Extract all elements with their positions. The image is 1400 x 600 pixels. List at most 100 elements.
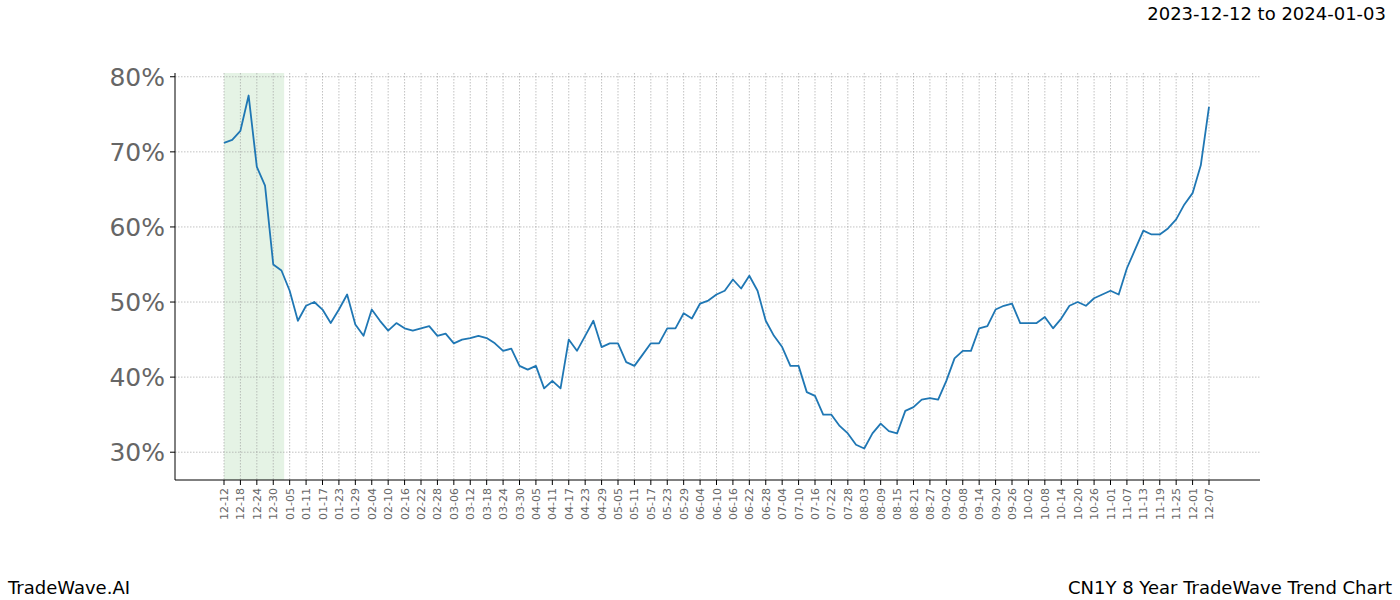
x-tick [1176,480,1177,485]
x-tick-label: 10-14 [1055,488,1068,520]
x-tick-label: 08-09 [875,488,888,520]
x-grid-line [256,73,257,480]
y-tick [170,151,175,152]
y-tick [170,452,175,453]
x-tick [847,480,848,485]
x-tick [650,480,651,485]
x-tick [1192,480,1193,485]
x-tick [634,480,635,485]
x-tick-label: 06-28 [760,488,773,520]
x-grid-line [404,73,405,480]
x-tick [683,480,684,485]
x-tick [503,480,504,485]
x-tick [782,480,783,485]
x-grid-line [634,73,635,480]
x-tick [1159,480,1160,485]
x-grid-line [1110,73,1111,480]
x-grid-line [979,73,980,480]
x-grid-line [519,73,520,480]
x-tick-label: 10-26 [1088,488,1101,520]
x-tick [880,480,881,485]
x-grid-line [1077,73,1078,480]
x-grid-line [864,73,865,480]
x-grid-line [962,73,963,480]
x-grid-line [240,73,241,480]
x-grid-line [355,73,356,480]
y-tick-label: 70% [109,138,165,167]
x-tick-label: 04-11 [546,488,559,520]
x-tick-label: 11-13 [1137,488,1150,520]
x-grid-line [503,73,504,480]
x-tick [765,480,766,485]
x-tick-label: 05-11 [628,488,641,520]
y-grid-line [175,452,1260,453]
x-grid-line [552,73,553,480]
x-tick-label: 02-28 [431,488,444,520]
x-grid-line [421,73,422,480]
x-grid-line [765,73,766,480]
x-tick-label: 10-08 [1039,488,1052,520]
x-tick-label: 11-01 [1105,488,1118,520]
x-tick-label: 06-22 [743,488,756,520]
x-tick [552,480,553,485]
x-tick-label: 08-27 [924,488,937,520]
x-grid-line [667,73,668,480]
x-tick [404,480,405,485]
x-grid-line [585,73,586,480]
x-tick [700,480,701,485]
x-tick [962,480,963,485]
x-grid-line [1028,73,1029,480]
x-grid-line [601,73,602,480]
y-tick-label: 50% [109,288,165,317]
x-tick [1028,480,1029,485]
x-grid-line [913,73,914,480]
x-tick-label: 07-22 [825,488,838,520]
x-tick-label: 11-25 [1170,488,1183,520]
x-tick [798,480,799,485]
x-tick-label: 06-10 [711,488,724,520]
x-tick-label: 07-28 [842,488,855,520]
x-tick [1012,480,1013,485]
x-tick-label: 02-16 [399,488,412,520]
x-tick [371,480,372,485]
x-tick [1110,480,1111,485]
y-tick-label: 60% [109,213,165,242]
x-tick-label: 02-04 [366,488,379,520]
x-tick [568,480,569,485]
x-tick-label: 05-23 [661,488,674,520]
x-tick-label: 05-17 [645,488,658,520]
x-grid-line [782,73,783,480]
x-tick-label: 09-08 [957,488,970,520]
x-tick [1094,480,1095,485]
x-tick [470,480,471,485]
x-grid-line [1209,73,1210,480]
x-tick [519,480,520,485]
x-tick-label: 07-10 [793,488,806,520]
x-grid-line [470,73,471,480]
x-grid-line [995,73,996,480]
x-tick-label: 03-12 [464,488,477,520]
x-tick [224,480,225,485]
x-tick-label: 01-11 [300,488,313,520]
x-tick-label: 11-19 [1154,488,1167,520]
x-tick-label: 01-23 [333,488,346,520]
x-tick-label: 09-20 [990,488,1003,520]
footer-right: CN1Y 8 Year TradeWave Trend Chart [1068,577,1392,598]
x-tick-label: 10-02 [1022,488,1035,520]
x-tick [667,480,668,485]
x-tick [618,480,619,485]
y-grid-line [175,302,1260,303]
x-grid-line [946,73,947,480]
x-grid-line [716,73,717,480]
x-tick [437,480,438,485]
x-tick-label: 04-29 [596,488,609,520]
x-tick-label: 10-20 [1072,488,1085,520]
y-grid-line [175,151,1260,152]
x-tick-label: 12-07 [1203,488,1216,520]
x-tick-label: 03-18 [481,488,494,520]
x-tick [1044,480,1045,485]
x-grid-line [847,73,848,480]
x-tick [338,480,339,485]
x-grid-line [371,73,372,480]
x-tick [256,480,257,485]
